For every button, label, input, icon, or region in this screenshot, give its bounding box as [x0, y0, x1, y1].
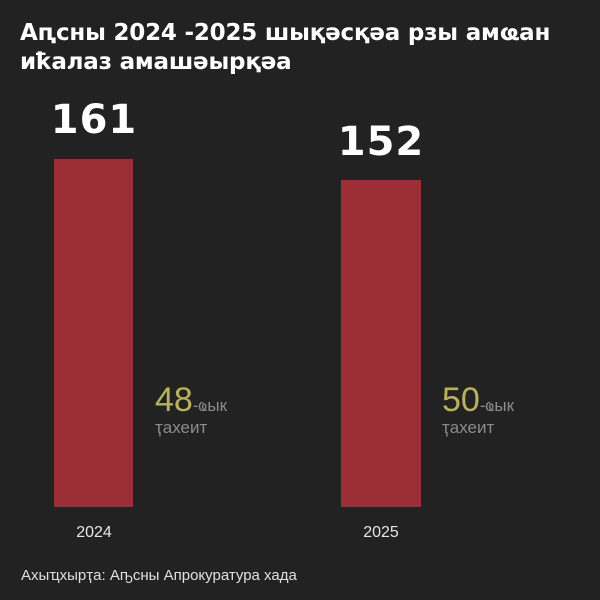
source-note: Ахыҵхырҭа: Аҧсны Апрокуратура хада	[21, 567, 297, 584]
bar-value-2024: 161	[50, 97, 138, 143]
bar-value-2025: 152	[337, 119, 425, 165]
annotation-number-2025: 50	[442, 381, 480, 419]
annotation-line2-2024: ҭахеит	[155, 418, 208, 437]
annotation-number-2024: 48	[155, 381, 193, 419]
x-label-2024: 2024	[76, 524, 112, 541]
annotation-2025: 50-ҩык ҭахеит	[442, 383, 514, 436]
chart-title: Аԥсны 2024 -2025 шықәсқәа рзы амҩан иҟал…	[20, 20, 551, 75]
annotation-line2-2025: ҭахеит	[442, 418, 495, 437]
annotation-suffix-2025: -ҩык	[479, 396, 515, 415]
annotation-2024: 48-ҩык ҭахеит	[155, 383, 227, 436]
bar-2024	[54, 159, 133, 507]
bar-2025	[341, 180, 421, 507]
annotation-suffix-2024: -ҩык	[192, 396, 228, 415]
x-label-2025: 2025	[363, 524, 399, 541]
